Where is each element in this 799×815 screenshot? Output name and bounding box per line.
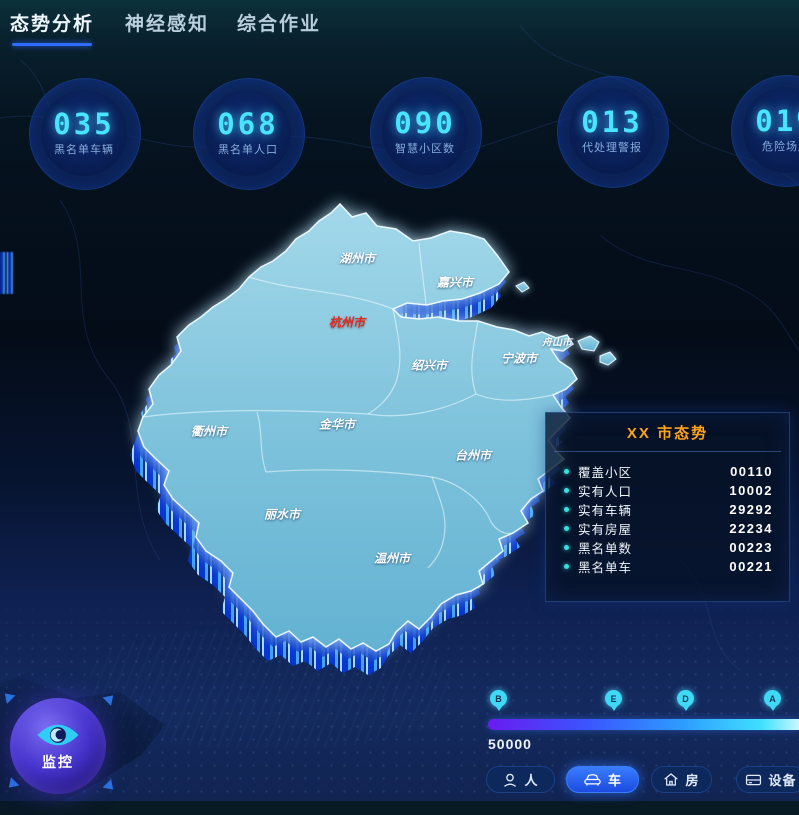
map-internal-borders [142, 242, 554, 569]
map-edge-fragment [0, 252, 13, 294]
monitor-label: 监控 [42, 753, 74, 770]
tab-comprehensive-operations[interactable]: 综合作业 [237, 12, 321, 42]
slider-pin-b[interactable]: B [490, 690, 507, 711]
map-islands [515, 281, 617, 366]
bullet-icon [564, 507, 569, 512]
city-label-huzhou: 湖州市 [338, 251, 376, 266]
province-map[interactable] [95, 185, 665, 690]
stat-blacklist-vehicles: 035 黑名单车辆 [16, 65, 152, 201]
panel-row-actual-population: 实有人口 10002 [546, 481, 789, 500]
panel-row-blacklist-vehicles: 黑名单车 00221 [546, 557, 789, 576]
monitor-button[interactable]: 监控 [10, 698, 106, 794]
panel-row-covered-communities: 覆盖小区 00110 [546, 462, 789, 481]
tab-neural-perception[interactable]: 神经感知 [125, 12, 209, 42]
city-label-ningbo: 宁波市 [500, 351, 538, 366]
city-label-quzhou: 衢州市 [190, 424, 228, 439]
stat-value: 068 [217, 107, 279, 141]
city-label-taizhou: 台州市 [454, 448, 492, 463]
city-label-jinhua: 金华市 [318, 417, 356, 432]
stat-blacklist-population: 068 黑名单人口 [180, 65, 316, 201]
eye-icon [37, 724, 79, 745]
slider-value-label: 50000 [488, 736, 532, 752]
tab-active-underline [12, 43, 93, 46]
stat-smart-communities: 090 智慧小区数 [357, 64, 493, 200]
city-label-shaoxing: 绍兴市 [410, 358, 448, 373]
city-label-wenzhou: 温州市 [373, 551, 411, 566]
bullet-icon [564, 545, 569, 550]
slider-pin-e[interactable]: E [605, 690, 622, 711]
car-icon [584, 774, 601, 786]
device-icon [746, 774, 762, 785]
city-status-panel: XX 市态势 覆盖小区 00110 实有人口 10002 实有车辆 29292 … [545, 412, 790, 602]
house-icon [664, 773, 679, 786]
stat-label: 黑名单车辆 [54, 144, 114, 156]
filter-button-device[interactable]: 设备 [736, 766, 799, 793]
stat-value: 019 [755, 104, 799, 138]
tab-label: 神经感知 [125, 14, 210, 35]
bullet-icon [564, 526, 569, 531]
panel-row-actual-vehicles: 实有车辆 29292 [546, 500, 789, 519]
slider-pin-d[interactable]: D [677, 690, 694, 711]
panel-title: XX 市态势 [626, 425, 709, 442]
slider-pin-a[interactable]: A [764, 690, 781, 711]
stat-dangerous-places: 019 危险场所 [718, 62, 799, 198]
filter-button-house[interactable]: 房 [651, 766, 712, 793]
stat-value: 090 [394, 106, 456, 140]
panel-row-blacklist-count: 黑名单数 00223 [546, 538, 789, 557]
city-label-lishui: 丽水市 [263, 507, 301, 522]
bullet-icon [564, 564, 569, 569]
city-label-jiaxing: 嘉兴市 [436, 275, 474, 290]
city-label-zhoushan: 舟山市 [542, 337, 572, 349]
person-icon [504, 773, 517, 787]
stat-value: 035 [53, 107, 115, 141]
range-slider-bar[interactable] [488, 719, 799, 730]
stat-pending-alerts: 013 代处理警报 [544, 63, 680, 199]
panel-divider [554, 451, 781, 452]
stat-value: 013 [581, 105, 643, 139]
filter-button-vehicle[interactable]: 车 [566, 766, 639, 793]
stat-label: 代处理警报 [582, 142, 642, 154]
tab-label: 综合作业 [237, 14, 322, 35]
city-label-hangzhou-highlighted: 杭州市 [328, 315, 366, 330]
bullet-icon [564, 488, 569, 493]
stat-label: 危险场所 [762, 141, 799, 153]
tab-label: 态势分析 [10, 14, 95, 35]
bullet-icon [564, 469, 569, 474]
tab-situation-analysis[interactable]: 态势分析 [10, 12, 95, 46]
panel-row-actual-houses: 实有房屋 22234 [546, 519, 789, 538]
stat-label: 智慧小区数 [395, 143, 455, 155]
filter-button-person[interactable]: 人 [486, 766, 555, 793]
stat-label: 黑名单人口 [218, 144, 278, 156]
